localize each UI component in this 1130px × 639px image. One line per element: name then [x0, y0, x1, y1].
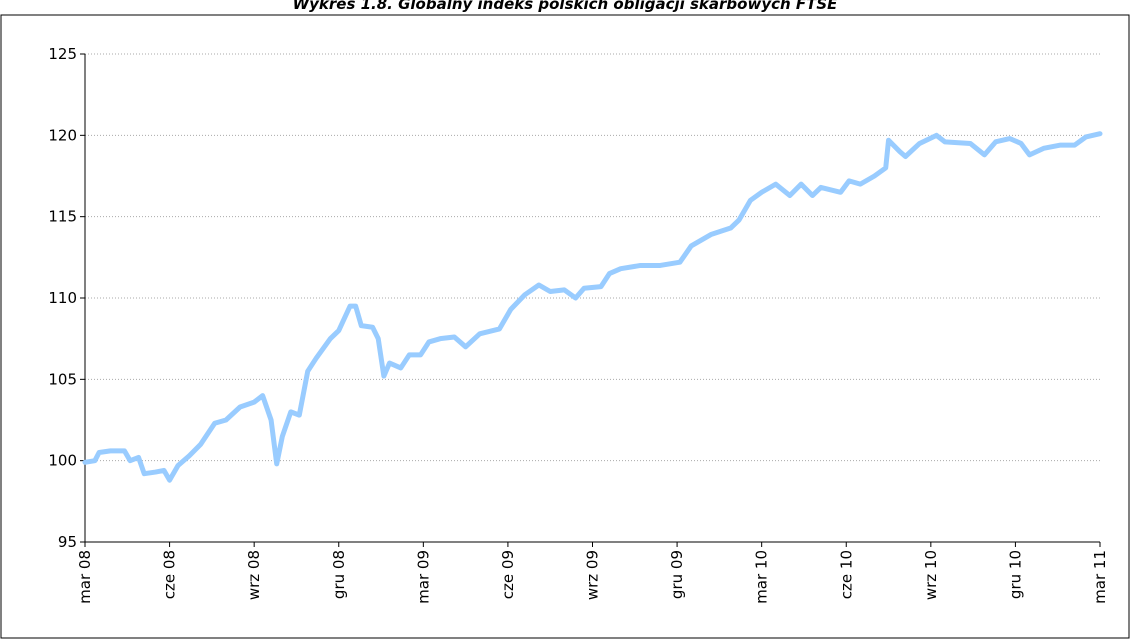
- x-tick-label: mar 10: [753, 550, 771, 604]
- line-series: [82, 131, 1103, 483]
- x-tick-label: gru 10: [1006, 550, 1024, 599]
- y-tick-label: 95: [58, 533, 77, 551]
- x-tick-label: mar 09: [414, 550, 432, 604]
- x-tick-label: wrz 09: [584, 550, 602, 600]
- chart-title: Wykres 1.8. Globalny indeks polskich obl…: [293, 0, 839, 13]
- x-tick-label: cze 08: [161, 550, 179, 599]
- x-tick-label: cze 10: [837, 550, 855, 599]
- x-tick-label: mar 08: [76, 550, 94, 604]
- y-tick-label: 100: [48, 452, 77, 470]
- x-tick-label: wrz 10: [922, 550, 940, 600]
- chart-frame: [0, 14, 1130, 639]
- y-tick-label: 120: [48, 126, 77, 144]
- y-tick-label: 105: [48, 370, 77, 388]
- y-tick-label: 115: [48, 208, 77, 226]
- y-tick-label: 125: [48, 45, 77, 63]
- x-tick-label: mar 11: [1091, 550, 1109, 604]
- x-tick-label: gru 08: [330, 550, 348, 599]
- x-tick-label: gru 09: [668, 550, 686, 599]
- y-tick-label: 110: [48, 289, 77, 307]
- x-tick-label: wrz 08: [245, 550, 263, 600]
- x-tick-label: cze 09: [499, 550, 517, 599]
